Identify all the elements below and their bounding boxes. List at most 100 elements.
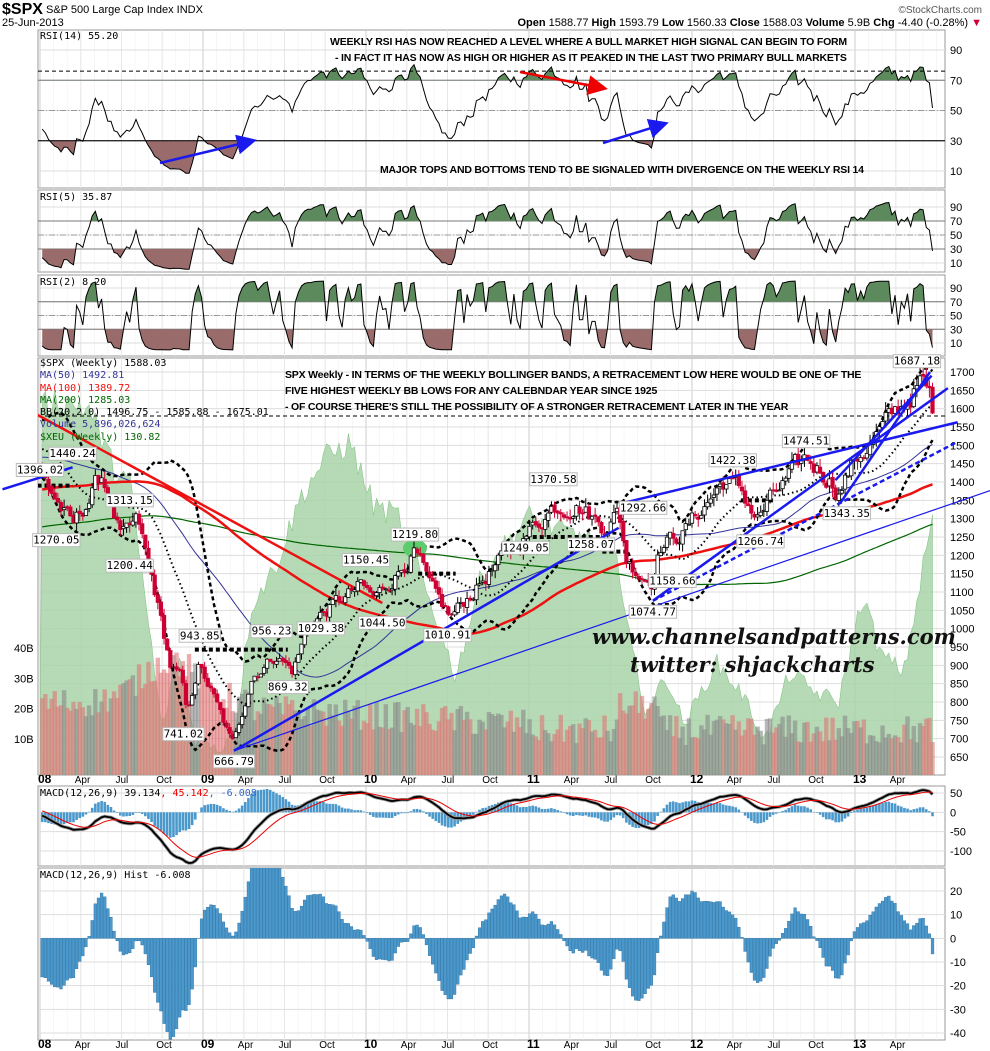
volume-bar — [536, 740, 542, 775]
x-tick-label: Apr — [401, 775, 417, 786]
candle-body — [196, 664, 201, 685]
volume-bar — [867, 735, 873, 775]
volume-bar — [686, 718, 692, 775]
x-tick-label: 10 — [364, 772, 378, 786]
volume-bar — [446, 719, 451, 775]
candle-body — [624, 540, 629, 564]
macd-hist-bar — [874, 804, 878, 813]
hist-bar — [134, 938, 138, 942]
price-tick-label: 1600 — [950, 404, 974, 416]
volume-bar — [724, 723, 729, 775]
candle-body — [265, 658, 270, 669]
macd-hist-bar — [553, 808, 556, 813]
volume-bar — [464, 711, 470, 775]
macd-hist-bar — [931, 812, 934, 817]
volume-bar — [427, 723, 432, 775]
price-annotation-box — [341, 553, 391, 568]
macd-hist-bar — [162, 812, 166, 834]
volume-bar — [671, 736, 676, 775]
volume-bar — [218, 703, 223, 775]
candle-body — [736, 475, 741, 487]
hist-bar — [780, 933, 785, 939]
blue-trendline — [652, 387, 949, 602]
x-tick-label: Oct — [645, 775, 661, 786]
x-tick-label: Jul — [442, 775, 455, 786]
hist-bar — [602, 938, 607, 976]
volume-bar — [127, 679, 132, 775]
candle-body — [49, 485, 54, 494]
volume-bar — [380, 727, 385, 775]
macd-hist-bar — [381, 812, 385, 818]
blue-trendline — [834, 374, 933, 482]
macd-hist-bar — [843, 812, 847, 819]
hist-bar — [859, 923, 863, 939]
macd-hist-bar — [225, 809, 228, 813]
hist-bar — [649, 938, 653, 986]
watermark-twitter: twitter: shjackcharts — [630, 652, 875, 677]
hist-bar — [406, 938, 410, 942]
volume-bar — [611, 728, 617, 775]
candle-body — [433, 580, 438, 589]
macd-hist-bar — [443, 812, 447, 827]
hist-bar — [78, 938, 82, 962]
hist-tick-label: -30 — [950, 1004, 966, 1016]
macd-hist-bar — [528, 806, 531, 813]
hist-bar — [99, 892, 104, 939]
hist-bar — [824, 938, 828, 967]
hist-bar — [168, 938, 172, 1040]
macd-hist-bar — [815, 812, 819, 813]
volume-bar — [899, 742, 904, 775]
hist-bar — [821, 938, 825, 958]
blue-trendline — [623, 421, 958, 505]
symbol: $SPX — [2, 1, 43, 18]
hist-bar — [481, 921, 485, 939]
volume-bar — [467, 719, 473, 775]
hist-bar — [696, 897, 700, 939]
hist-bar — [409, 933, 413, 939]
hist-bar — [131, 938, 135, 949]
price-annotation: 1044.50 — [358, 615, 407, 630]
volume-bar — [121, 683, 126, 775]
candle-body — [561, 514, 567, 518]
x-tick-label: Apr — [75, 1040, 91, 1051]
hist-bar — [596, 938, 600, 963]
macd-hist-bar — [915, 808, 919, 813]
price-tick-label: 1700 — [950, 367, 974, 379]
candle-body — [674, 538, 679, 544]
hist-bar — [690, 890, 694, 939]
candle-body — [62, 507, 67, 511]
hist-bar — [546, 923, 550, 939]
hist-bar — [762, 938, 766, 978]
macd-hist-bar — [506, 801, 509, 813]
volume-bar — [717, 716, 723, 775]
price-annotation-text: 1270.05 — [33, 534, 79, 547]
price-annotation: 1266.74 — [736, 534, 785, 549]
hist-bar — [459, 938, 463, 976]
volume-bar — [152, 680, 157, 775]
rsi2-legend: RSI(2) 8.20 — [40, 277, 107, 288]
hist-bar — [378, 938, 382, 960]
volume-bar — [880, 725, 885, 775]
hist-bar — [615, 938, 619, 950]
volume-bar — [758, 730, 763, 775]
candle-body — [599, 522, 604, 534]
price-annotation-text: 869.32 — [268, 681, 308, 694]
volume-bar — [230, 711, 235, 775]
macd-hist-bar — [434, 812, 438, 822]
macd-hist-bar — [69, 812, 72, 823]
volume-bar — [699, 725, 704, 775]
volume-bar — [849, 733, 854, 775]
candle-body — [724, 484, 729, 490]
hist-bar — [462, 938, 466, 970]
macd-hist-bar — [840, 812, 844, 822]
low-value: 1560.33 — [686, 17, 727, 29]
hist-bar — [206, 907, 210, 939]
macd-hist-bar — [375, 812, 378, 818]
hist-bar — [515, 910, 519, 939]
volume-bar — [389, 727, 395, 775]
volume-bar — [830, 717, 835, 775]
price-annotation-box — [266, 680, 309, 695]
volume-bar — [483, 729, 489, 775]
volume-bar — [499, 714, 504, 775]
